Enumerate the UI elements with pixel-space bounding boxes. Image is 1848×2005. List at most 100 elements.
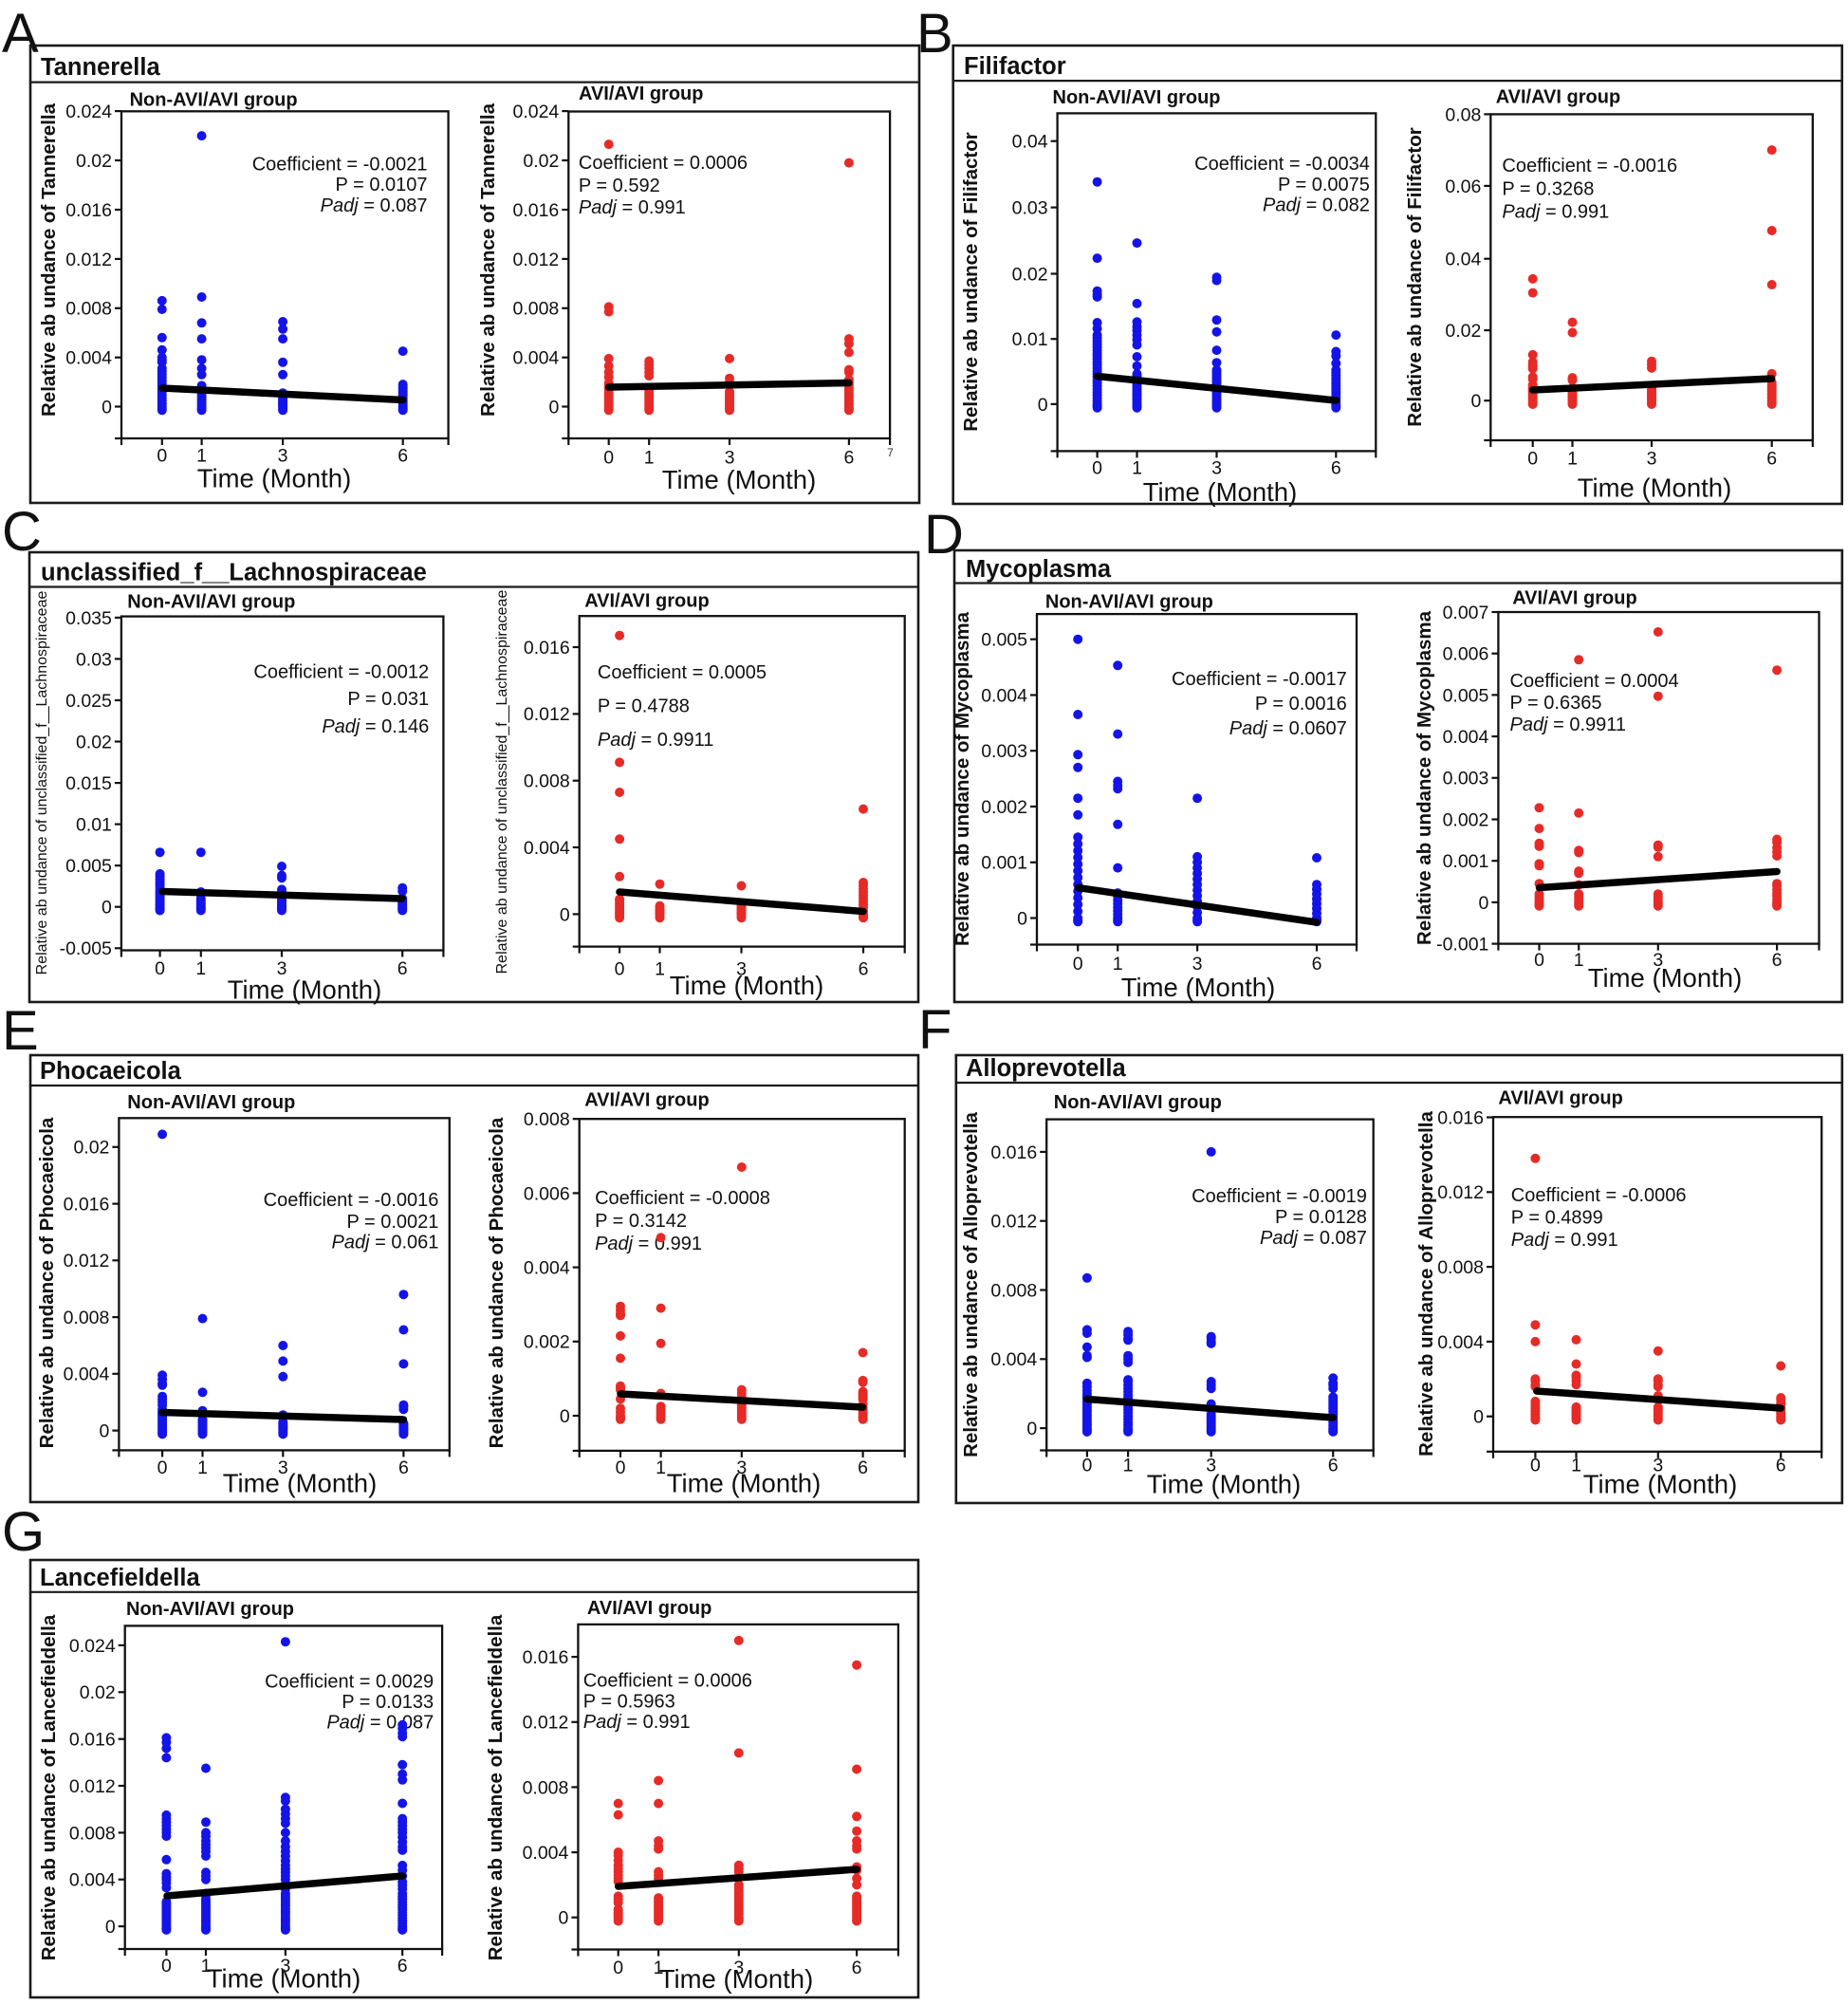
svg-text:1: 1 — [655, 959, 665, 980]
svg-text:0.004: 0.004 — [523, 1843, 569, 1864]
svg-text:0: 0 — [1534, 950, 1544, 971]
svg-text:0: 0 — [157, 446, 167, 467]
svg-text:Time (Month): Time (Month) — [1583, 1469, 1737, 1498]
svg-text:0.012: 0.012 — [523, 1713, 569, 1734]
svg-text:3: 3 — [1211, 458, 1222, 479]
svg-text:3: 3 — [280, 1956, 290, 1977]
svg-text:Time (Month): Time (Month) — [667, 1468, 821, 1497]
svg-text:AVI/AVI group: AVI/AVI group — [1498, 1088, 1622, 1109]
svg-text:0.02: 0.02 — [76, 732, 112, 752]
svg-text:0.012: 0.012 — [524, 704, 570, 725]
svg-text:0.03: 0.03 — [1012, 198, 1048, 219]
svg-text:0: 0 — [1038, 395, 1048, 416]
svg-text:0.016: 0.016 — [512, 200, 559, 221]
svg-text:0.008: 0.008 — [524, 1109, 570, 1130]
svg-text:0.005: 0.005 — [65, 856, 112, 877]
svg-text:0.004: 0.004 — [981, 685, 1027, 706]
svg-text:Padj = 0.087: Padj = 0.087 — [326, 1713, 434, 1734]
svg-text:0: 0 — [102, 397, 112, 418]
svg-text:1: 1 — [197, 1457, 208, 1478]
svg-text:Relative ab undance of Phocaei: Relative ab undance of Phocaeicola — [486, 1117, 508, 1448]
svg-text:Coefficient = -0.0021: Coefficient = -0.0021 — [252, 155, 428, 176]
svg-text:Coefficient = 0.0004: Coefficient = 0.0004 — [1510, 671, 1679, 692]
svg-text:3: 3 — [1653, 950, 1663, 971]
svg-text:0.008: 0.008 — [69, 1823, 116, 1844]
svg-text:0.02: 0.02 — [80, 1682, 116, 1703]
svg-text:Time (Month): Time (Month) — [670, 971, 823, 1000]
svg-text:0.04: 0.04 — [1445, 250, 1481, 270]
svg-text:0: 0 — [548, 397, 559, 418]
svg-text:P = 0.0075: P = 0.0075 — [1278, 175, 1370, 195]
svg-text:P = 0.0016: P = 0.0016 — [1255, 694, 1347, 715]
svg-text:0.01: 0.01 — [1012, 329, 1048, 350]
svg-text:0.015: 0.015 — [65, 773, 112, 794]
svg-text:0.003: 0.003 — [981, 741, 1027, 762]
svg-text:Relative ab undance of Lancefi: Relative ab undance of Lancefieldella — [485, 1614, 507, 1960]
svg-text:AVI/AVI group: AVI/AVI group — [587, 1598, 711, 1619]
svg-text:0.004: 0.004 — [1443, 727, 1489, 748]
svg-text:AVI/AVI group: AVI/AVI group — [579, 84, 703, 104]
svg-text:6: 6 — [1772, 950, 1783, 971]
svg-text:P = 0.4788: P = 0.4788 — [598, 696, 690, 716]
svg-text:1: 1 — [195, 958, 206, 979]
svg-text:Padj = 0.061: Padj = 0.061 — [332, 1233, 439, 1253]
svg-text:0.008: 0.008 — [65, 299, 112, 320]
svg-text:B: B — [916, 3, 953, 65]
svg-text:P = 0.0021: P = 0.0021 — [346, 1212, 438, 1233]
svg-text:Time (Month): Time (Month) — [1578, 473, 1731, 502]
svg-text:0.016: 0.016 — [64, 1195, 110, 1216]
svg-text:3: 3 — [278, 446, 288, 467]
svg-text:0.006: 0.006 — [1443, 644, 1489, 665]
svg-text:1: 1 — [1132, 458, 1142, 479]
svg-text:0: 0 — [105, 1917, 116, 1938]
svg-text:0: 0 — [157, 1457, 168, 1478]
svg-text:D: D — [924, 504, 964, 566]
svg-text:0.004: 0.004 — [1437, 1332, 1484, 1353]
svg-text:1: 1 — [201, 1956, 212, 1977]
svg-text:Alloprevotella: Alloprevotella — [966, 1055, 1126, 1082]
svg-text:0: 0 — [1026, 1419, 1037, 1439]
svg-text:Relative ab undance of Mycopla: Relative ab undance of Mycoplasma — [952, 611, 973, 946]
svg-text:6: 6 — [397, 958, 408, 979]
svg-text:0.012: 0.012 — [1437, 1182, 1484, 1203]
svg-text:0: 0 — [155, 958, 165, 979]
svg-text:1: 1 — [1123, 1456, 1134, 1476]
svg-text:0.06: 0.06 — [1445, 176, 1481, 197]
svg-text:0: 0 — [1092, 458, 1102, 479]
svg-text:P = 0.6365: P = 0.6365 — [1510, 693, 1602, 714]
svg-text:7: 7 — [887, 446, 894, 459]
svg-text:0.03: 0.03 — [76, 649, 112, 670]
svg-text:E: E — [2, 1000, 39, 1062]
svg-text:0.016: 0.016 — [990, 1142, 1037, 1163]
svg-text:0: 0 — [1527, 449, 1538, 470]
svg-text:1: 1 — [656, 1457, 666, 1478]
svg-text:Padj = 0.991: Padj = 0.991 — [1511, 1230, 1618, 1251]
svg-text:0.001: 0.001 — [1443, 851, 1489, 872]
svg-text:AVI/AVI group: AVI/AVI group — [584, 1090, 709, 1111]
svg-text:Coefficient = 0.0005: Coefficient = 0.0005 — [598, 662, 767, 683]
svg-text:6: 6 — [397, 446, 408, 467]
svg-text:6: 6 — [858, 1457, 868, 1478]
svg-text:0: 0 — [1073, 954, 1083, 975]
svg-text:Padj = 0.087: Padj = 0.087 — [1260, 1228, 1367, 1249]
svg-text:0.04: 0.04 — [1012, 132, 1048, 153]
svg-text:3: 3 — [736, 1457, 747, 1478]
svg-text:3: 3 — [725, 448, 735, 469]
svg-text:P = 0.592: P = 0.592 — [579, 176, 660, 196]
svg-text:0: 0 — [560, 904, 570, 925]
svg-text:0.016: 0.016 — [69, 1730, 116, 1751]
svg-text:P = 0.0107: P = 0.0107 — [336, 175, 428, 195]
svg-text:0: 0 — [1479, 893, 1489, 914]
svg-text:6: 6 — [397, 1956, 408, 1977]
svg-text:unclassified_f__Lachnospiracea: unclassified_f__Lachnospiraceae — [41, 560, 427, 586]
svg-text:0.004: 0.004 — [990, 1349, 1037, 1370]
svg-text:Non-AVI/AVI group: Non-AVI/AVI group — [130, 89, 298, 110]
svg-text:Coefficient = -0.0016: Coefficient = -0.0016 — [264, 1190, 439, 1211]
svg-text:Padj = 0.991: Padj = 0.991 — [579, 197, 686, 218]
svg-text:Time (Month): Time (Month) — [1121, 973, 1275, 1002]
svg-text:3: 3 — [277, 958, 287, 979]
svg-text:Time (Month): Time (Month) — [659, 1964, 813, 1994]
svg-text:1: 1 — [1571, 1456, 1581, 1476]
svg-text:1: 1 — [1574, 950, 1584, 971]
svg-text:0.012: 0.012 — [512, 250, 559, 270]
